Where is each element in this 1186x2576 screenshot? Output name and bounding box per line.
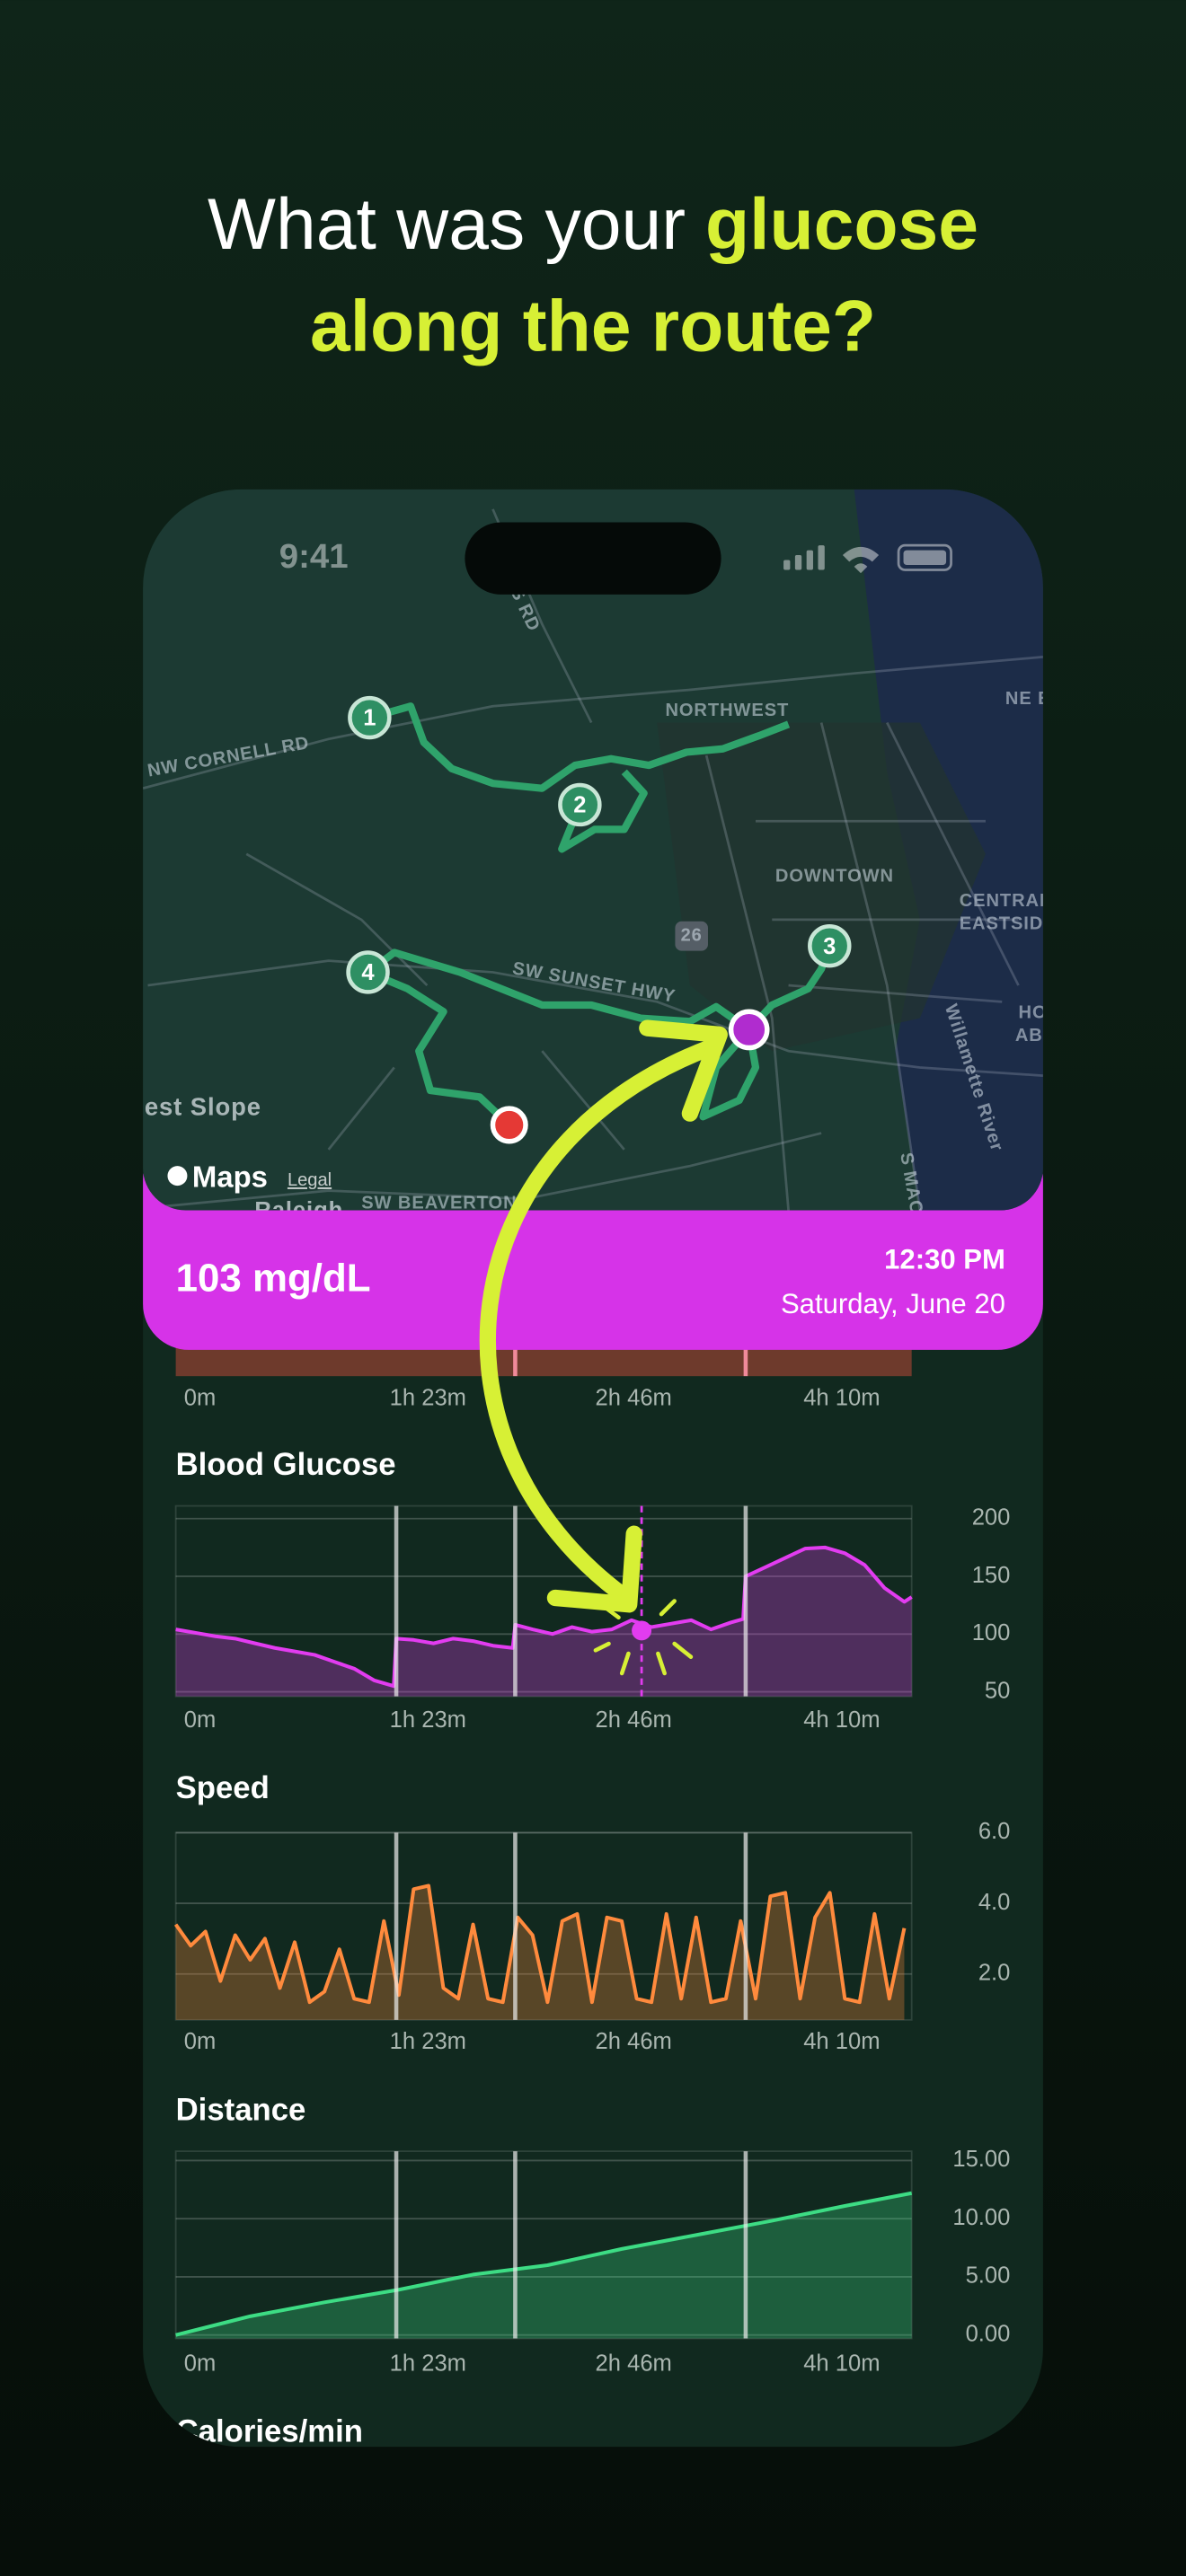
x-tick-label: 1h 23m <box>390 1386 466 1411</box>
y-tick-label: 100 <box>972 1620 1011 1645</box>
apple-logo <box>167 1166 188 1187</box>
stop-marker <box>558 782 602 827</box>
maps-attribution: Maps <box>192 1160 268 1193</box>
stop-number: 3 <box>823 934 836 959</box>
selection-spark <box>672 1641 694 1659</box>
map-label: EASTSIDE <box>960 914 1057 934</box>
x-tick-label: 2h 46m <box>596 2351 672 2377</box>
x-tick-label: 2h 46m <box>596 1386 672 1411</box>
stop-marker <box>346 950 390 994</box>
chart-title: Speed <box>176 1771 270 1805</box>
map-label: NE E <box>1005 689 1051 709</box>
series-line <box>173 1883 907 2005</box>
selection-spark <box>593 1641 611 1653</box>
selected-point <box>632 1620 652 1641</box>
x-tick-label: 0m <box>184 2029 217 2054</box>
series-line <box>175 2191 913 2337</box>
x-tick-label: 4h 10m <box>803 1707 880 1733</box>
headline: What was your glucose <box>208 184 978 265</box>
map[interactable]: NW CORNELL RDNORTHWESTDOWNTOWNCENTRALEAS… <box>143 460 1057 1223</box>
y-tick-label: 10.00 <box>952 2205 1010 2230</box>
legal-link[interactable]: Legal <box>288 1170 332 1190</box>
reading-time: 12:30 PM <box>884 1243 1005 1275</box>
y-tick-label: 150 <box>972 1563 1011 1588</box>
x-tick-label: 0m <box>184 1707 217 1733</box>
x-tick-label: 1h 23m <box>390 2029 466 2054</box>
map-label: AB <box>1015 1026 1043 1045</box>
x-tick-label: 1h 23m <box>390 1707 466 1733</box>
map-label: NORTHWEST <box>665 701 789 720</box>
y-tick-label: 4.0 <box>978 1890 1011 1915</box>
y-tick-label: 50 <box>985 1678 1010 1703</box>
map-label: SW BEAVERTON <box>361 1194 517 1213</box>
x-tick-label: 0m <box>184 1386 217 1411</box>
charts: Blood Glucose 50 100 150 200 0m 1h 23m 2h 46m 4h… <box>173 1448 1011 2377</box>
phone: 0m 1h 23m 2h 46m 4h 10m 103 mg/dL 12:30 PM … <box>143 460 1057 2447</box>
y-tick-label: 6.0 <box>978 1819 1011 1844</box>
x-tick-label: 4h 10m <box>803 2351 880 2377</box>
stop-number: 2 <box>573 793 586 818</box>
series-area <box>175 1885 905 2020</box>
route <box>366 702 834 1128</box>
series-area <box>175 1547 912 1697</box>
plot-area <box>174 2150 913 2340</box>
reading-value: 103 mg/dL <box>176 1257 371 1301</box>
arrow <box>479 1019 728 1613</box>
end-point[interactable] <box>490 1106 528 1144</box>
y-tick-label: 2.0 <box>978 1960 1011 1985</box>
stop-marker <box>808 923 852 968</box>
x-tick-label: 0m <box>184 2351 217 2377</box>
selection-spark <box>656 1651 667 1676</box>
headline-line2: along the route? <box>310 287 876 367</box>
x-tick-label: 1h 23m <box>390 2351 466 2377</box>
stop-number: 4 <box>361 960 375 985</box>
y-tick-label: 15.00 <box>952 2147 1010 2172</box>
x-tick-label: 2h 46m <box>596 1707 672 1733</box>
headline-lead: What was your <box>208 184 686 265</box>
reading-date: Saturday, June 20 <box>781 1288 1005 1319</box>
dynamic-island <box>465 522 721 595</box>
y-tick-label: 5.00 <box>966 2263 1011 2289</box>
chart-title: Blood Glucose <box>176 1448 396 1482</box>
map-label: CENTRAL <box>960 891 1051 911</box>
y-tick-label: 0.00 <box>966 2321 1011 2346</box>
x-tick-label: 4h 10m <box>803 2029 880 2054</box>
series-line <box>175 1545 913 1689</box>
map-label: est Slope <box>145 1092 261 1120</box>
highway-shield <box>675 921 708 951</box>
map-label: DOWNTOWN <box>775 867 894 887</box>
headline-highlight: glucose <box>705 184 978 265</box>
map-stops: 1 2 3 4 <box>346 695 852 994</box>
x-tick-label: 4h 10m <box>803 1386 880 1411</box>
y-tick-label: 200 <box>972 1505 1011 1531</box>
chart-title: Distance <box>176 2093 306 2127</box>
status-time: 9:41 <box>279 537 349 576</box>
map-label: HO <box>1019 1002 1048 1022</box>
map-label: Raleigh <box>254 1198 343 1223</box>
selection-spark <box>619 1651 631 1676</box>
current-position[interactable] <box>728 1009 770 1051</box>
x-tick-label: 2h 46m <box>596 2029 672 2054</box>
map-label: 26 <box>681 926 703 946</box>
stop-number: 1 <box>363 706 376 731</box>
map-city <box>657 722 986 1052</box>
stop-marker <box>348 695 392 740</box>
status-icons <box>783 543 952 574</box>
selection-spark <box>659 1599 677 1617</box>
